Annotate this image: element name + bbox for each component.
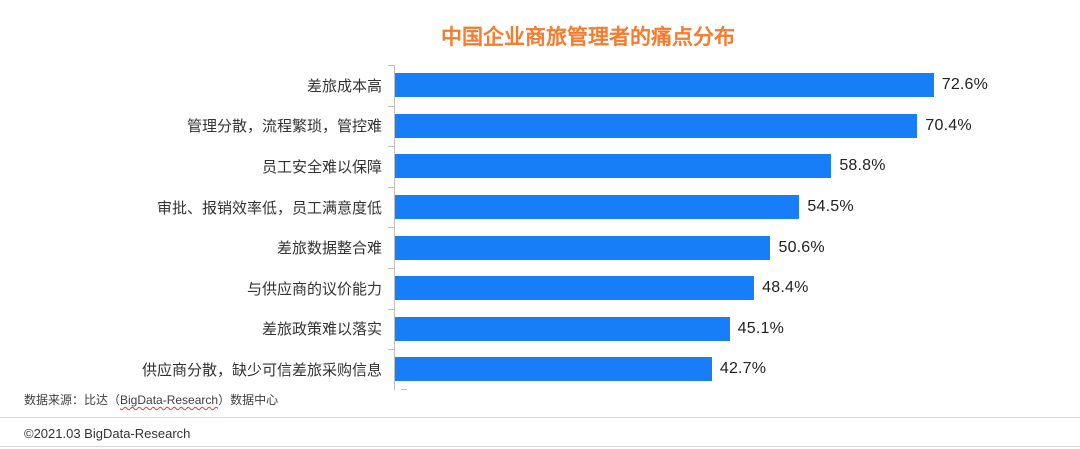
bar-track: 42.7% bbox=[388, 349, 1048, 390]
bar-track: 54.5% bbox=[388, 186, 1048, 228]
value-label: 50.6% bbox=[778, 238, 825, 256]
bar-track: 72.6% bbox=[388, 65, 1048, 106]
bar-track: 48.4% bbox=[388, 267, 1048, 309]
value-label: 54.5% bbox=[807, 198, 854, 216]
category-label: 员工安全难以保障 bbox=[261, 158, 382, 176]
bar bbox=[395, 154, 832, 179]
bar-row: 管理分散，流程繁琐，管控难 70.4% bbox=[0, 105, 1048, 147]
bar bbox=[395, 113, 918, 138]
bar-track: 58.8% bbox=[388, 146, 1048, 187]
value-label: 45.1% bbox=[737, 319, 785, 337]
bar bbox=[395, 276, 755, 301]
bar bbox=[395, 357, 712, 382]
bar bbox=[395, 73, 934, 98]
footer-divider bbox=[0, 417, 1080, 418]
data-source-latin: BigData-Research bbox=[120, 393, 219, 407]
bar bbox=[395, 195, 800, 220]
data-source-suffix: ）数据中心 bbox=[218, 393, 279, 407]
value-label: 70.4% bbox=[925, 116, 972, 134]
data-source-prefix: 数据来源：比达（ bbox=[24, 393, 121, 407]
bar-row: 供应商分散，缺少可信差旅采购信息 42.7% bbox=[0, 349, 1048, 390]
bar-row: 差旅数据整合难 50.6% bbox=[0, 227, 1048, 268]
value-label: 72.6% bbox=[941, 76, 989, 94]
bar-row: 与供应商的议价能力 48.4% bbox=[0, 267, 1048, 309]
bar-row: 审批、报销效率低，员工满意度低 54.5% bbox=[0, 186, 1048, 228]
bar-track: 50.6% bbox=[388, 227, 1048, 268]
bar-row: 差旅成本高 72.6% bbox=[0, 65, 1048, 106]
value-label: 58.8% bbox=[839, 157, 886, 175]
chart-title: 中国企业商旅管理者的痛点分布 bbox=[441, 26, 735, 49]
bar bbox=[395, 235, 771, 260]
value-label: 48.4% bbox=[762, 279, 809, 297]
category-label: 供应商分散，缺少可信差旅采购信息 bbox=[141, 361, 382, 379]
bar-row: 差旅政策难以落实 45.1% bbox=[0, 308, 1048, 350]
bar-row: 员工安全难以保障 58.8% bbox=[0, 146, 1048, 187]
value-label: 42.7% bbox=[719, 360, 767, 378]
bar-track: 45.1% bbox=[388, 308, 1048, 350]
data-source-note: 数据来源：比达（BigData-Research）数据中心 bbox=[24, 392, 278, 408]
category-label: 差旅政策难以落实 bbox=[261, 321, 382, 339]
category-label: 差旅成本高 bbox=[306, 77, 382, 95]
category-label: 管理分散，流程繁琐，管控难 bbox=[186, 118, 382, 136]
bar bbox=[395, 316, 730, 341]
bar-track: 70.4% bbox=[388, 105, 1048, 147]
bar-chart: 差旅成本高 72.6% 管理分散，流程繁琐，管控难 70.4% 员工安全难以保障… bbox=[0, 65, 1048, 390]
category-label: 审批、报销效率低，员工满意度低 bbox=[156, 199, 382, 217]
bottom-border bbox=[0, 446, 1080, 447]
copyright-text: ©2021.03 BigData-Research bbox=[24, 426, 191, 441]
category-label: 差旅数据整合难 bbox=[276, 240, 382, 258]
category-label: 与供应商的议价能力 bbox=[246, 280, 382, 298]
